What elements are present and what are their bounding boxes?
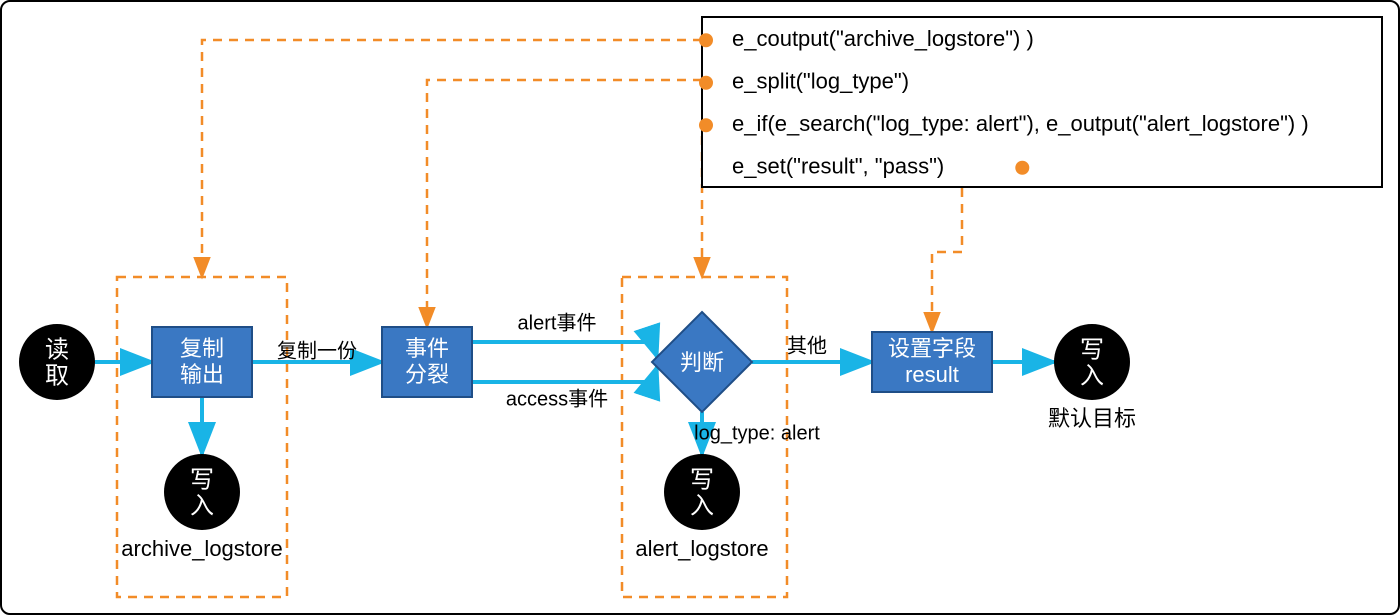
node-label-setf-2: result [905, 362, 959, 387]
node-under-write1: archive_logstore [121, 536, 282, 561]
diagram-svg: 复制一份 alert事件 access事件 其他 log_type: alert 读取 复制… [2, 2, 1400, 615]
code-trail-bullet-3 [1015, 161, 1029, 175]
code-bullet-0 [699, 33, 713, 47]
node-under-write3: 默认目标 [1048, 406, 1136, 431]
edge-label-e_judge_set: 其他 [787, 334, 827, 357]
node-label-write3-1: 写 [1080, 336, 1104, 363]
dashed-link-1 [427, 80, 702, 327]
node-label-write1-2: 入 [190, 492, 214, 519]
node-label-read-1: 读 [45, 336, 69, 363]
dashed-link-0 [202, 40, 702, 277]
node-label-split-1: 事件 [405, 336, 449, 361]
edge-e_split_alert [472, 342, 657, 357]
code-line-3: e_set("result", "pass") [732, 154, 944, 179]
code-bullet-1 [699, 76, 713, 90]
edge-label-e_split_alert: alert事件 [518, 311, 597, 334]
node-label-setf-1: 设置字段 [888, 336, 976, 361]
edge-e_split_access [472, 367, 657, 382]
edge-label-e_split_access: access事件 [506, 387, 608, 410]
node-label-write2-2: 入 [690, 492, 714, 519]
edge-label-e_judge_write2: log_type: alert [694, 422, 820, 444]
node-under-write2: alert_logstore [635, 536, 768, 561]
dashed-link-3 [932, 172, 962, 332]
node-label-copy-1: 复制 [180, 336, 224, 361]
node-label-copy-2: 输出 [180, 362, 224, 387]
node-label-judge: 判断 [680, 350, 724, 375]
code-line-2: e_if(e_search("log_type: alert"), e_outp… [732, 111, 1309, 136]
node-label-write2-1: 写 [690, 466, 714, 493]
diagram-stage: 复制一份 alert事件 access事件 其他 log_type: alert 读取 复制… [0, 0, 1400, 615]
code-line-1: e_split("log_type") [732, 69, 909, 94]
node-label-split-2: 分裂 [405, 362, 449, 387]
node-label-write1-1: 写 [190, 466, 214, 493]
node-label-read-2: 取 [45, 362, 69, 389]
edge-label-e_copy_split: 复制一份 [277, 339, 357, 362]
code-line-0: e_coutput("archive_logstore") ) [732, 26, 1034, 51]
node-label-write3-2: 入 [1080, 362, 1104, 389]
code-bullet-2 [699, 118, 713, 132]
